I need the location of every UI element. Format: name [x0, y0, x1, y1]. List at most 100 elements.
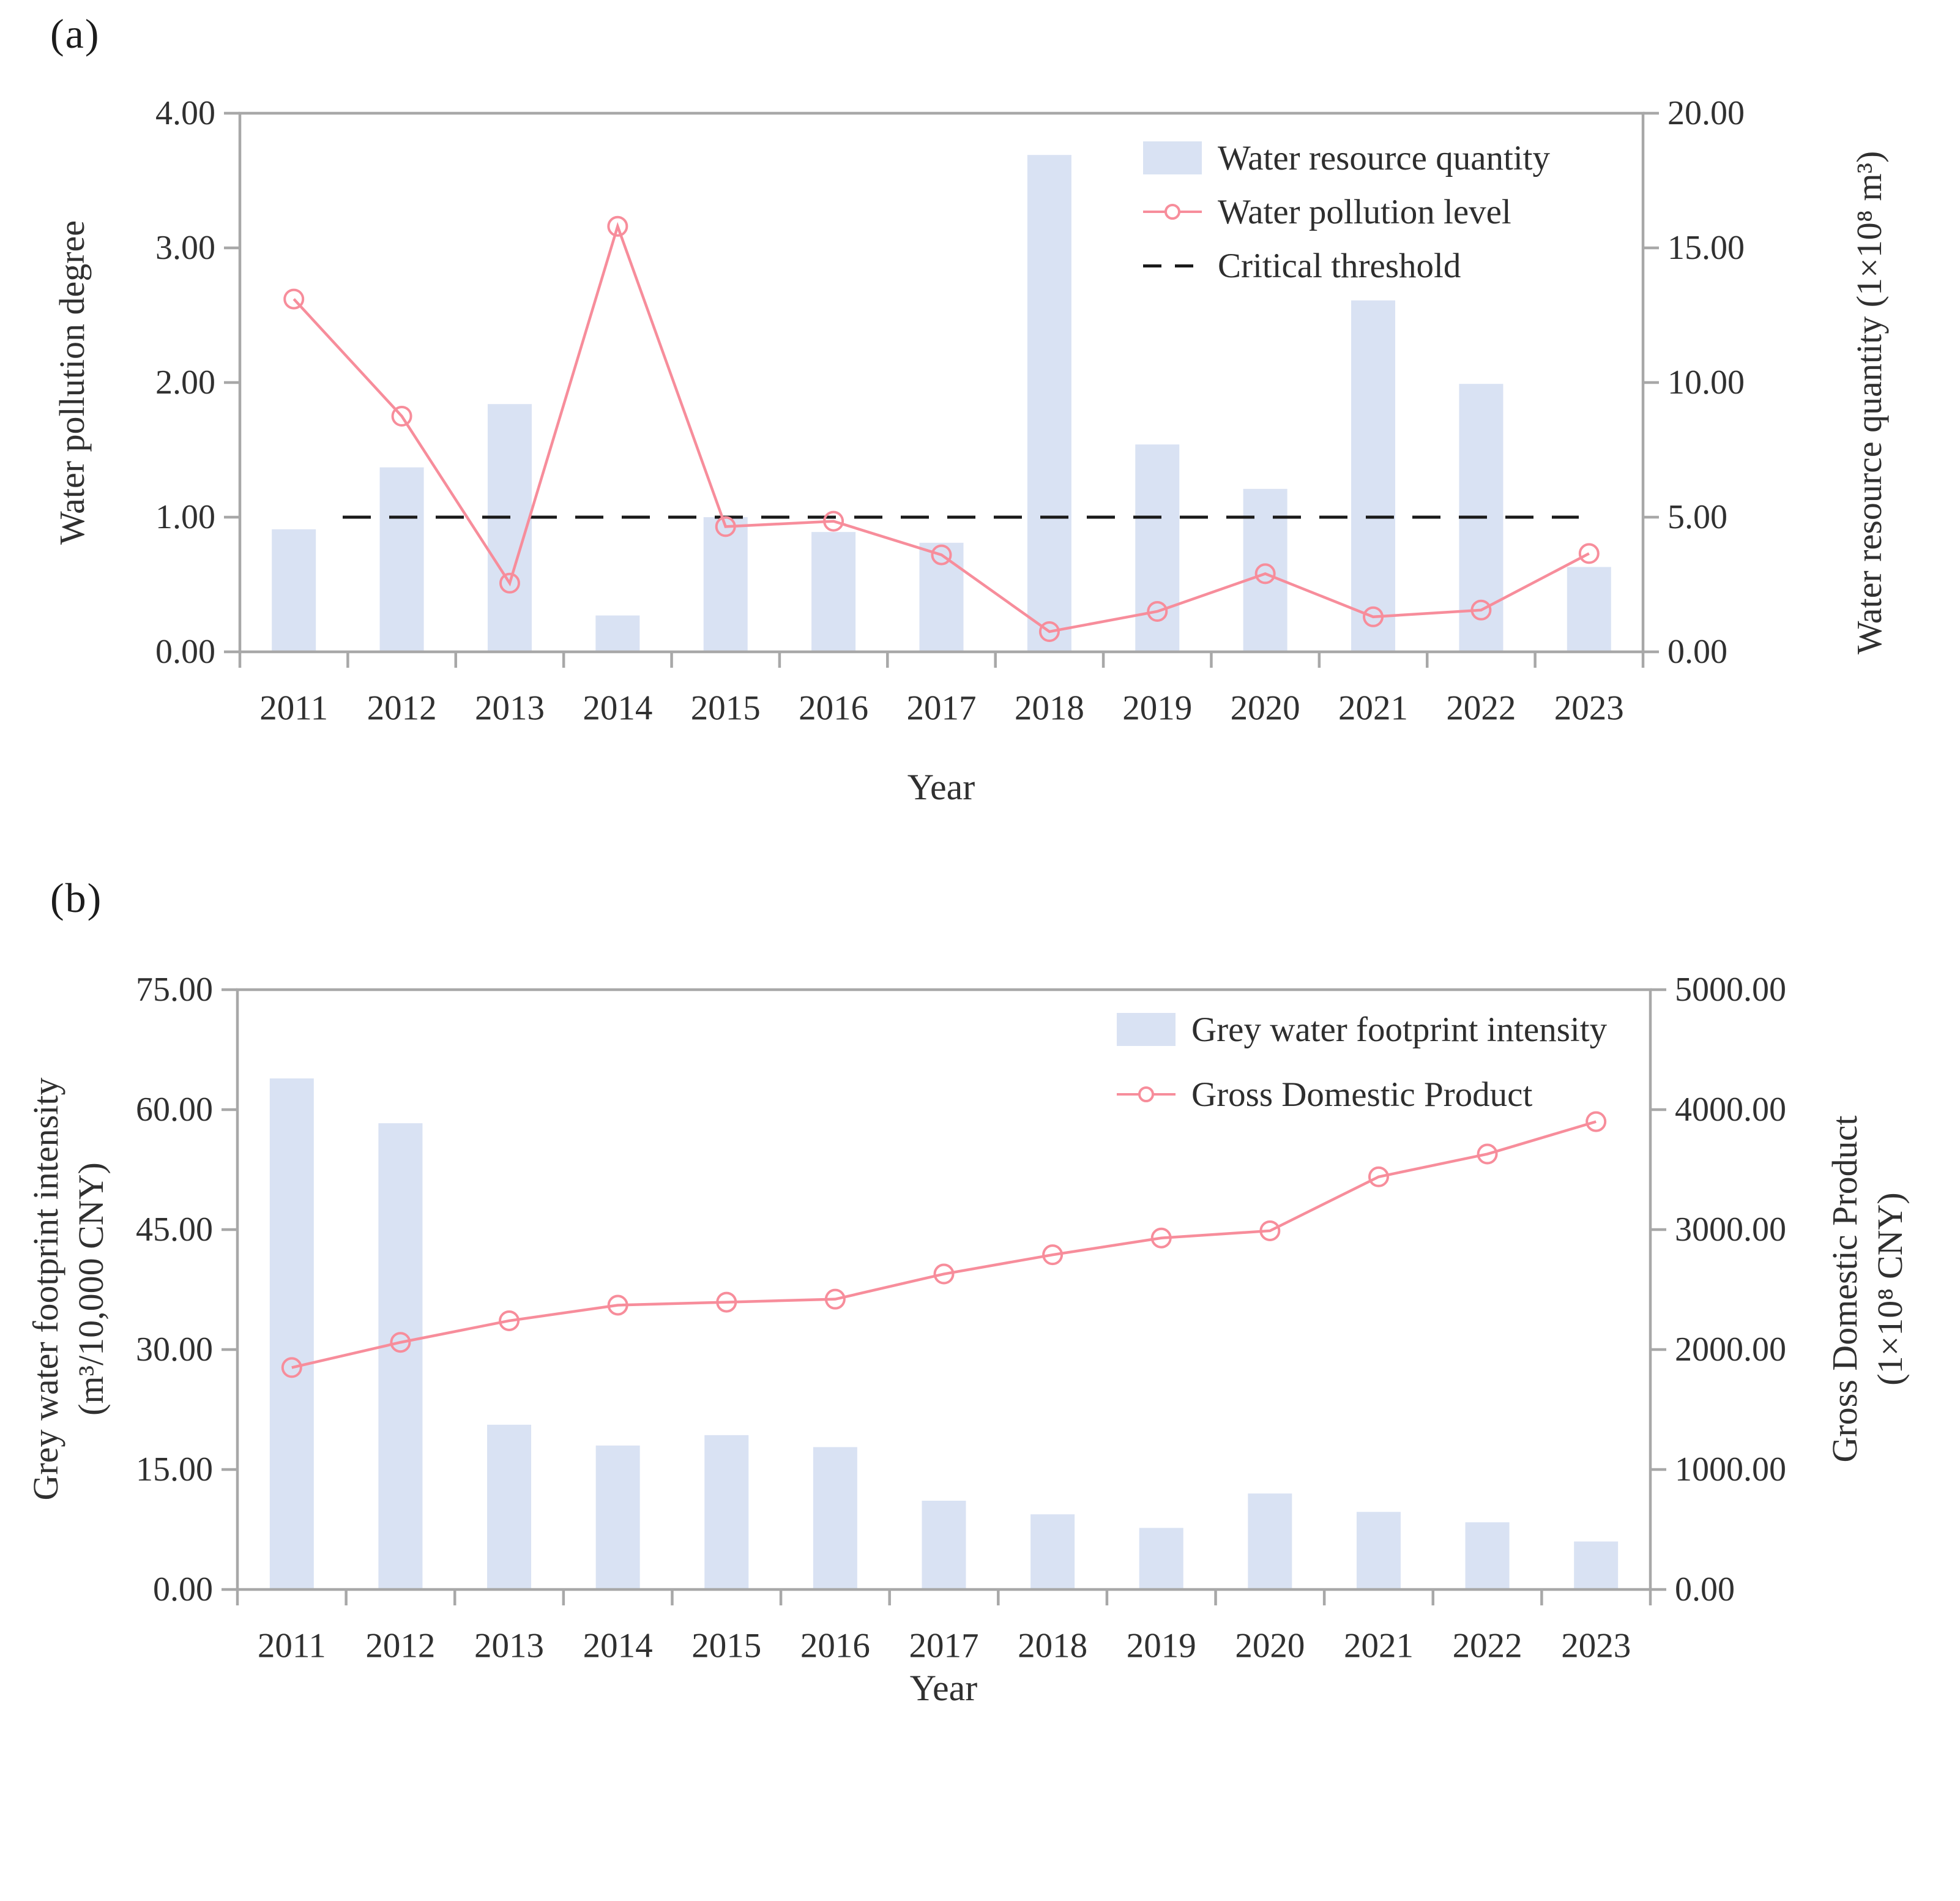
panel-a-x-tick-label-2017: 2017 — [907, 689, 977, 728]
panel-a-x-tick-label-2012: 2012 — [367, 689, 437, 728]
panel-a-bar-2016 — [811, 532, 856, 652]
panel-a-line-marker-2015 — [715, 516, 736, 537]
panel-a-right-tick-label: 20.00 — [1667, 94, 1745, 132]
panel-b-left-tick-label: 30.00 — [136, 1331, 213, 1369]
panel-b-left-tick-label: 60.00 — [136, 1091, 213, 1129]
panel-b-left-tick-label: 0.00 — [153, 1570, 213, 1608]
panel-a-bar-2021 — [1351, 300, 1396, 652]
panel-a-bar-2020 — [1243, 488, 1287, 652]
panel-b-left-tick-label: 75.00 — [136, 971, 213, 1009]
panel-b-line-marker-2022 — [1477, 1143, 1498, 1165]
legend-label: Water resource quantity — [1218, 138, 1551, 177]
panel-a-line-marker-2018 — [1038, 621, 1060, 642]
panel-b-legend: Grey water footprint intensity Gross Dom… — [1117, 1010, 1608, 1114]
panel-a-left-tick-label: 4.00 — [155, 94, 215, 132]
panel-a-bar-2013 — [487, 404, 532, 652]
bar-swatch-icon — [1117, 1013, 1176, 1046]
panel-a-line-marker-2011 — [283, 288, 305, 310]
panel-b-tag: (b) — [50, 875, 103, 921]
panel-a-x-tick-label-2018: 2018 — [1015, 689, 1084, 728]
panel-b-right-tick-label: 2000.00 — [1675, 1331, 1786, 1369]
panel-b-x-tick-label-2018: 2018 — [1018, 1627, 1087, 1665]
panel-a-bar-2023 — [1567, 567, 1611, 652]
panel-a-line-marker-2023 — [1578, 543, 1600, 564]
panel-b-bar-2022 — [1465, 1522, 1510, 1589]
panel-b-x-tick-label-2015: 2015 — [691, 1627, 761, 1665]
panel-a-x-tick-label-2016: 2016 — [799, 689, 868, 728]
panel-b-right-tick-label: 0.00 — [1675, 1570, 1735, 1608]
panel-a-line-marker-2020 — [1254, 563, 1276, 584]
panel-a-x-tick-label-2011: 2011 — [259, 689, 328, 728]
panel-b-x-tick-label-2019: 2019 — [1127, 1627, 1196, 1665]
panel-a-x-tick-label-2021: 2021 — [1338, 689, 1408, 728]
panel-a-bar-2019 — [1135, 444, 1180, 652]
dashed-line-swatch-icon — [1143, 264, 1202, 267]
panel-b-x-tick-label-2017: 2017 — [909, 1627, 979, 1665]
panel-a-left-tick-label: 1.00 — [155, 498, 215, 536]
panel-b-x-tick-label-2016: 2016 — [800, 1627, 870, 1665]
panel-b-line-marker-2017 — [933, 1263, 955, 1285]
legend-item-grey-water-footprint-intensity: Grey water footprint intensity — [1117, 1010, 1608, 1049]
panel-b-bar-2011 — [269, 1078, 314, 1589]
panel-a-line-marker-2016 — [823, 510, 844, 532]
legend-item-water-pollution-level: Water pollution level — [1143, 192, 1550, 231]
panel-b-bar-2023 — [1574, 1541, 1619, 1589]
panel-b-left-axis-title-line1: Grey water footprint intensity — [26, 1077, 65, 1501]
panel-b-left-tick-label: 15.00 — [136, 1451, 213, 1488]
panel-b-line-marker-2023 — [1586, 1111, 1607, 1132]
legend-label: Critical threshold — [1218, 246, 1461, 285]
panel-b-right-tick-label: 4000.00 — [1675, 1091, 1786, 1129]
panel-b-line-marker-2020 — [1259, 1220, 1281, 1241]
panel-a-line-marker-2021 — [1363, 606, 1384, 627]
legend-item-critical-threshold: Critical threshold — [1143, 246, 1550, 285]
panel-b-bar-2013 — [487, 1424, 532, 1589]
panel-a-bar-2014 — [595, 615, 640, 652]
panel-b-line-marker-2016 — [824, 1288, 846, 1310]
panel-b-right-axis-title: Gross Domestic Product (1×10⁸ CNY) — [1822, 677, 1913, 1901]
line-marker-swatch-icon — [1143, 195, 1202, 228]
panel-a-right-tick-label: 15.00 — [1667, 229, 1745, 267]
panel-a-x-tick-label-2023: 2023 — [1554, 689, 1624, 728]
panel-b-x-tick-label-2023: 2023 — [1561, 1627, 1631, 1665]
panel-b-line-marker-2014 — [607, 1294, 628, 1316]
panel-a-bar-2011 — [272, 529, 316, 652]
panel-b-x-tick-label-2020: 2020 — [1235, 1627, 1305, 1665]
panel-b-line-marker-2018 — [1042, 1244, 1064, 1266]
panel-a-line-marker-2014 — [607, 215, 628, 237]
panel-a-line-marker-2022 — [1470, 599, 1492, 621]
panel-a-right-tick-label: 0.00 — [1667, 633, 1727, 671]
legend-label: Grey water footprint intensity — [1191, 1010, 1608, 1049]
panel-b-line-marker-2013 — [499, 1310, 520, 1331]
panel-b-right-axis-title-line2: (1×10⁸ CNY) — [1870, 1192, 1910, 1386]
panel-b-bar-2021 — [1356, 1512, 1401, 1589]
panel-b-bar-2019 — [1139, 1528, 1183, 1589]
line-marker-swatch-icon — [1117, 1078, 1176, 1111]
panel-b-bar-2015 — [704, 1435, 749, 1589]
panel-a-right-tick-label: 5.00 — [1667, 498, 1727, 536]
panel-b-x-tick-label-2011: 2011 — [258, 1627, 326, 1665]
panel-b-bar-2016 — [813, 1447, 857, 1589]
panel-b-line-series — [291, 1120, 1597, 1369]
panel-a-x-axis-title: Year — [907, 767, 975, 807]
panel-a-line-marker-2012 — [391, 406, 412, 427]
panel-b-line-marker-2021 — [1368, 1166, 1389, 1187]
legend-item-water-resource-quantity: Water resource quantity — [1143, 138, 1551, 177]
panel-b-right-tick-label: 1000.00 — [1675, 1451, 1786, 1488]
panel-b-x-tick-label-2012: 2012 — [365, 1627, 435, 1665]
panel-b-x-tick-label-2014: 2014 — [583, 1627, 653, 1665]
panel-b-x-tick-label-2021: 2021 — [1344, 1627, 1414, 1665]
legend-label: Water pollution level — [1218, 192, 1511, 231]
legend-label: Gross Domestic Product — [1191, 1075, 1533, 1114]
panel-a-x-tick-label-2020: 2020 — [1231, 689, 1300, 728]
panel-a-bar-2018 — [1027, 155, 1071, 652]
panel-a-x-tick-label-2015: 2015 — [691, 689, 761, 728]
panel-b-bar-2018 — [1030, 1514, 1075, 1589]
panel-b-right-tick-label: 3000.00 — [1675, 1211, 1786, 1249]
panel-b-line-marker-2012 — [390, 1332, 411, 1353]
dual-panel-chart: 0.00 1.00 2.00 3.00 4.00 0.00 5.00 10.00 15.00 20… — [136, 94, 1786, 1665]
panel-a-left-tick-label: 0.00 — [155, 633, 215, 671]
panel-a-bar-2012 — [379, 467, 424, 652]
panel-a-line-marker-2017 — [931, 544, 952, 566]
panel-a-left-tick-label: 3.00 — [155, 229, 215, 267]
panel-b-right-axis-title-line1: Gross Domestic Product — [1825, 1115, 1865, 1463]
